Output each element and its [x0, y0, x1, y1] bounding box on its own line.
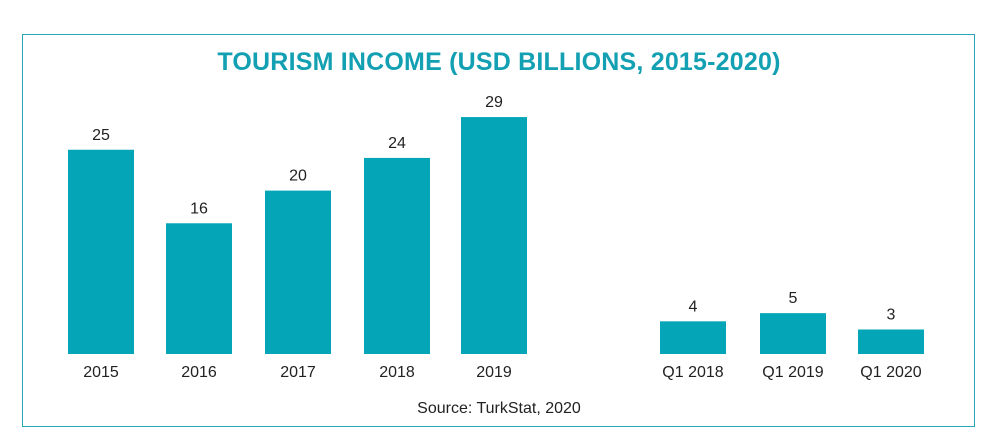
category-label: 2018 — [379, 364, 415, 381]
bar-q1-2018 — [660, 321, 726, 354]
category-label: 2016 — [181, 364, 217, 381]
data-label: 25 — [92, 127, 110, 144]
category-label: 2019 — [476, 364, 512, 381]
data-label: 4 — [689, 298, 698, 315]
data-label: 3 — [887, 306, 896, 323]
bar-2019 — [461, 117, 527, 354]
bar-2016 — [166, 223, 232, 354]
source-note: Source: TurkStat, 2020 — [417, 400, 581, 417]
data-label: 20 — [289, 168, 307, 185]
category-label: Q1 2020 — [860, 364, 921, 381]
data-label: 16 — [190, 200, 208, 217]
bar-2015 — [68, 149, 134, 354]
category-label: Q1 2018 — [662, 364, 723, 381]
data-label: 24 — [388, 135, 406, 152]
bar-q1-2020 — [858, 329, 924, 354]
category-label: 2017 — [280, 364, 316, 381]
bar-2018 — [364, 157, 430, 354]
data-label: 29 — [485, 94, 503, 111]
data-label: 5 — [789, 290, 798, 307]
chart-frame — [22, 34, 975, 427]
bar-q1-2019 — [760, 313, 826, 354]
bar-2017 — [265, 190, 331, 354]
chart-title: TOURISM INCOME (USD BILLIONS, 2015-2020) — [217, 48, 781, 76]
category-label: 2015 — [83, 364, 119, 381]
category-label: Q1 2019 — [762, 364, 823, 381]
